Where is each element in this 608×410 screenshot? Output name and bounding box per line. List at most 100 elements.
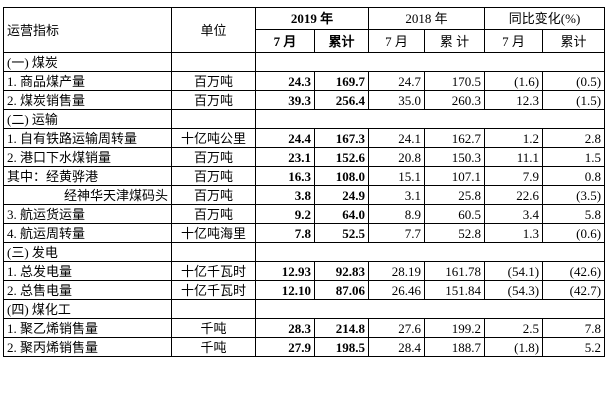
header-yoy-cumulative: 累计 (542, 29, 606, 53)
section-title: (二) 运输 (3, 109, 172, 129)
section-unit-cell (171, 299, 256, 319)
header-indicator: 运营指标 (3, 7, 172, 53)
value-2019-month: 7.8 (255, 223, 315, 243)
value-2019-cumulative: 24.9 (313, 185, 370, 205)
value-2019-cumulative: 214.8 (313, 318, 370, 338)
section-unit-cell (171, 52, 256, 72)
value-yoy-month: 1.2 (484, 128, 544, 148)
row-label: 1. 总发电量 (3, 261, 172, 281)
value-2018-cumulative: 151.84 (424, 280, 486, 300)
value-2018-month: 27.6 (368, 318, 426, 338)
value-yoy-month: 22.6 (484, 185, 544, 205)
table-row: 2. 聚丙烯销售量 千吨 27.9 198.5 28.4 188.7 (1.8) 5.2 (3, 337, 606, 357)
value-2019-month: 12.10 (255, 280, 315, 300)
header-year-2019: 2019 年 (254, 7, 370, 30)
table-row: 1. 聚乙烯销售量 千吨 28.3 214.8 27.6 199.2 2.5 7.8 (3, 318, 606, 338)
value-2018-month: 20.8 (368, 147, 426, 167)
value-2019-cumulative: 64.0 (313, 204, 370, 224)
value-yoy-cumulative: (3.5) (542, 185, 606, 205)
table-row: 经神华天津煤码头 百万吨 3.8 24.9 3.1 25.8 22.6 (3.5) (3, 185, 606, 205)
value-2018-cumulative: 170.5 (424, 71, 486, 91)
value-2018-cumulative: 107.1 (424, 166, 486, 186)
value-yoy-cumulative: (0.5) (542, 71, 606, 91)
value-yoy-month: 12.3 (484, 90, 544, 110)
section-title: (一) 煤炭 (3, 52, 172, 72)
value-yoy-cumulative: 5.8 (542, 204, 606, 224)
table-row: 1. 自有铁路运输周转量 十亿吨公里 24.4 167.3 24.1 162.7 1.2 2.… (3, 128, 606, 148)
row-unit: 百万吨 (171, 90, 256, 110)
value-2019-month: 12.93 (255, 261, 315, 281)
section-title: (四) 煤化工 (3, 299, 172, 319)
value-yoy-month: (54.1) (484, 261, 544, 281)
header-yoy-month: 7 月 (484, 29, 544, 53)
value-2019-month: 9.2 (255, 204, 315, 224)
value-2019-month: 23.1 (255, 147, 315, 167)
value-2018-cumulative: 161.78 (424, 261, 486, 281)
value-2018-cumulative: 188.7 (424, 337, 486, 357)
header-unit: 单位 (171, 7, 256, 53)
value-2018-cumulative: 162.7 (424, 128, 486, 148)
value-2018-cumulative: 60.5 (424, 204, 486, 224)
value-2018-cumulative: 150.3 (424, 147, 486, 167)
row-label: 经神华天津煤码头 (3, 185, 172, 205)
value-2018-month: 28.4 (368, 337, 426, 357)
value-2018-month: 7.7 (368, 223, 426, 243)
operating-indicators-table: 运营指标 单位 2019 年 2018 年 同比变化(%) 7 月 累计 7 月… (3, 7, 606, 357)
value-yoy-month: 2.5 (484, 318, 544, 338)
row-unit: 千吨 (171, 337, 256, 357)
value-yoy-month: (1.8) (484, 337, 544, 357)
value-yoy-cumulative: (0.6) (542, 223, 606, 243)
row-label: 1. 自有铁路运输周转量 (3, 128, 172, 148)
header-2019-month: 7 月 (255, 29, 315, 53)
header-year-2018: 2018 年 (368, 7, 486, 30)
table-row: 2. 煤炭销售量 百万吨 39.3 256.4 35.0 260.3 12.3 (1.5) (3, 90, 606, 110)
section-empty-cell (254, 109, 606, 129)
table-row: 4. 航运周转量 十亿吨海里 7.8 52.5 7.7 52.8 1.3 (0.6) (3, 223, 606, 243)
value-yoy-cumulative: (42.7) (542, 280, 606, 300)
value-yoy-cumulative: 2.8 (542, 128, 606, 148)
row-unit: 百万吨 (171, 147, 256, 167)
table-row: 其中：经黄骅港 百万吨 16.3 108.0 15.1 107.1 7.9 0.8 (3, 166, 606, 186)
row-label: 其中：经黄骅港 (3, 166, 172, 186)
value-2018-month: 24.7 (368, 71, 426, 91)
row-unit: 十亿千瓦时 (171, 261, 256, 281)
section-header-row: (三) 发电 (3, 242, 606, 262)
section-unit-cell (171, 109, 256, 129)
row-label: 3. 航运货运量 (3, 204, 172, 224)
row-label: 1. 聚乙烯销售量 (3, 318, 172, 338)
value-yoy-cumulative: (1.5) (542, 90, 606, 110)
section-title: (三) 发电 (3, 242, 172, 262)
row-unit: 十亿吨公里 (171, 128, 256, 148)
section-unit-cell (171, 242, 256, 262)
value-2019-cumulative: 52.5 (313, 223, 370, 243)
value-yoy-month: 1.3 (484, 223, 544, 243)
header-yoy-change: 同比变化(%) (484, 7, 606, 30)
section-empty-cell (254, 242, 606, 262)
section-header-row: (四) 煤化工 (3, 299, 606, 319)
value-yoy-month: (1.6) (484, 71, 544, 91)
table-row: 2. 港口下水煤销量 百万吨 23.1 152.6 20.8 150.3 11.1 1.5 (3, 147, 606, 167)
row-label: 2. 港口下水煤销量 (3, 147, 172, 167)
header-2018-month: 7 月 (368, 29, 426, 53)
table-row: 1. 总发电量 十亿千瓦时 12.93 92.83 28.19 161.78 (54.1)(… (3, 261, 606, 281)
value-2019-month: 24.3 (255, 71, 315, 91)
value-2019-month: 39.3 (255, 90, 315, 110)
value-2018-month: 26.46 (368, 280, 426, 300)
value-2018-cumulative: 199.2 (424, 318, 486, 338)
value-2019-cumulative: 198.5 (313, 337, 370, 357)
section-header-row: (二) 运输 (3, 109, 606, 129)
value-2019-month: 24.4 (255, 128, 315, 148)
value-2018-month: 35.0 (368, 90, 426, 110)
table-row: 2. 总售电量 十亿千瓦时 12.10 87.06 26.46 151.84 (54.3)(… (3, 280, 606, 300)
header-2019-cumulative: 累计 (313, 29, 370, 53)
row-label: 4. 航运周转量 (3, 223, 172, 243)
row-label: 2. 煤炭销售量 (3, 90, 172, 110)
row-label: 2. 总售电量 (3, 280, 172, 300)
header-2018-cumulative: 累 计 (424, 29, 486, 53)
section-header-row: (一) 煤炭 (3, 52, 606, 72)
value-2019-month: 27.9 (255, 337, 315, 357)
value-2019-cumulative: 256.4 (313, 90, 370, 110)
row-unit: 百万吨 (171, 204, 256, 224)
value-yoy-cumulative: (42.6) (542, 261, 606, 281)
value-yoy-cumulative: 7.8 (542, 318, 606, 338)
